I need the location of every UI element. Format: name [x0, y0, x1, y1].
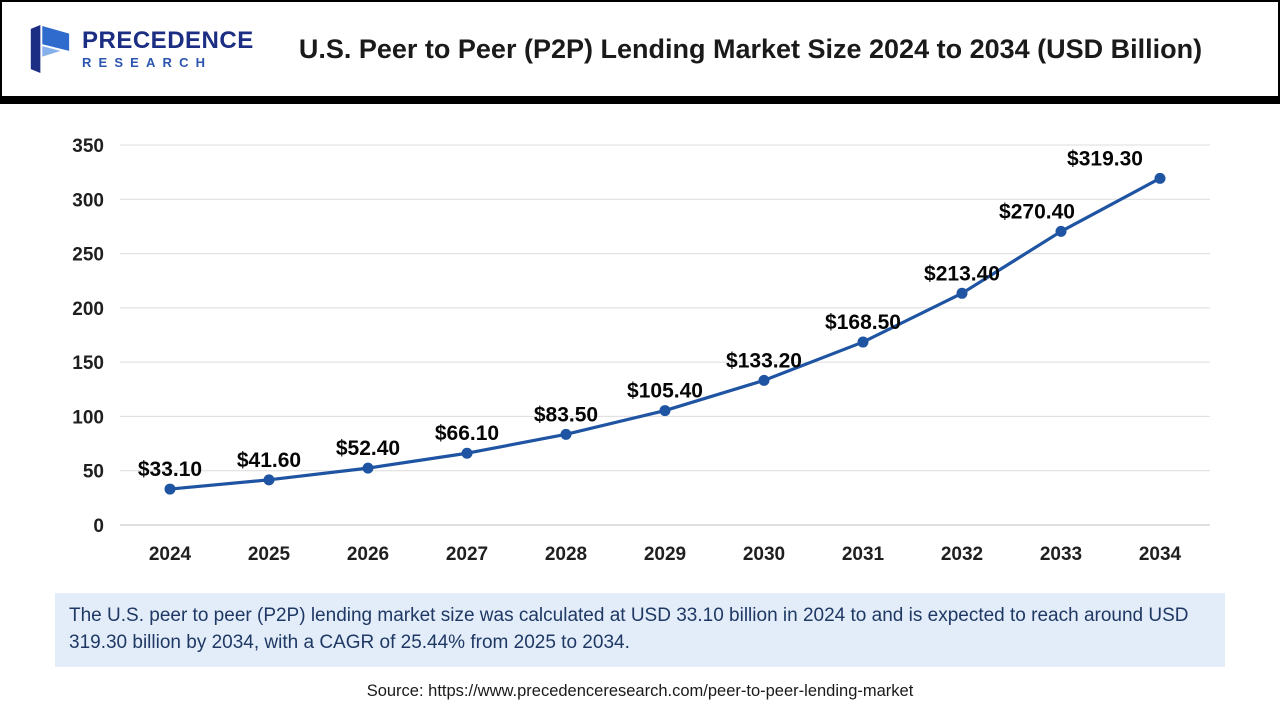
source-line: Source: https://www.precedenceresearch.c… [366, 681, 914, 700]
x-axis-tick-label: 2031 [842, 544, 885, 565]
x-axis-tick-label: 2033 [1040, 544, 1082, 565]
summary-note: The U.S. peer to peer (P2P) lending mark… [55, 593, 1225, 667]
y-axis-tick-label: 0 [93, 516, 104, 537]
precedence-research-logo-icon [30, 25, 70, 73]
x-axis-tick-label: 2025 [248, 544, 291, 565]
chart-area: 0 50 100 150 200 250 300 350 2024 2025 2026 2027 202… [0, 112, 1280, 582]
x-axis-tick-label: 2034 [1139, 544, 1182, 565]
data-point [758, 374, 770, 386]
x-axis-tick-label: 2026 [347, 544, 389, 565]
data-point [164, 483, 176, 495]
x-axis-tick-label: 2028 [545, 544, 587, 565]
x-axis-tick-label: 2029 [644, 544, 686, 565]
x-axis-tick-label: 2032 [941, 544, 983, 565]
data-label: $168.50 [825, 311, 901, 334]
precedence-research-logo: PRECEDENCE RESEARCH [26, 24, 253, 74]
data-point [362, 462, 374, 474]
data-label: $133.20 [726, 349, 802, 372]
y-axis-tick-label: 300 [72, 190, 104, 211]
data-label: $270.40 [999, 200, 1075, 223]
y-axis-tick-label: 200 [72, 299, 104, 320]
y-axis-tick-label: 50 [83, 462, 104, 483]
data-label: $52.40 [336, 437, 400, 460]
data-point [1154, 172, 1166, 184]
logo-wordmark-line1: PRECEDENCE [82, 27, 254, 55]
y-axis-tick-label: 100 [72, 407, 104, 428]
data-point [1055, 225, 1067, 237]
x-axis-tick-label: 2027 [446, 544, 488, 565]
header-divider [0, 96, 1280, 104]
data-label: $319.30 [1067, 147, 1143, 170]
data-label: $66.10 [435, 422, 499, 445]
x-axis-tick-label: 2030 [743, 544, 785, 565]
data-point [659, 405, 671, 417]
data-point [956, 287, 968, 299]
data-label: $41.60 [237, 449, 301, 472]
y-axis-tick-label: 150 [72, 353, 104, 374]
logo-wordmark-line2: RESEARCH [82, 55, 213, 71]
header: PRECEDENCE RESEARCH U.S. Peer to Peer (P… [0, 0, 1280, 96]
data-point [560, 428, 572, 440]
data-label: $105.40 [627, 380, 703, 403]
y-axis-tick-label: 250 [72, 245, 104, 266]
line-chart: 0 50 100 150 200 250 300 350 2024 2025 2026 2027 202… [72, 136, 1210, 565]
series-line [168, 176, 1162, 491]
data-label: $83.50 [534, 403, 598, 426]
data-point [263, 474, 275, 486]
data-label: $213.40 [924, 262, 1000, 285]
data-label: $33.10 [138, 458, 202, 481]
logo-text: PRECEDENCE RESEARCH [82, 28, 254, 70]
chart-title: U.S. Peer to Peer (P2P) Lending Market S… [298, 33, 1203, 64]
x-axis-tick-label: 2024 [149, 544, 192, 565]
y-axis-tick-label: 350 [72, 136, 104, 157]
data-point [461, 447, 473, 459]
data-point [857, 336, 869, 348]
